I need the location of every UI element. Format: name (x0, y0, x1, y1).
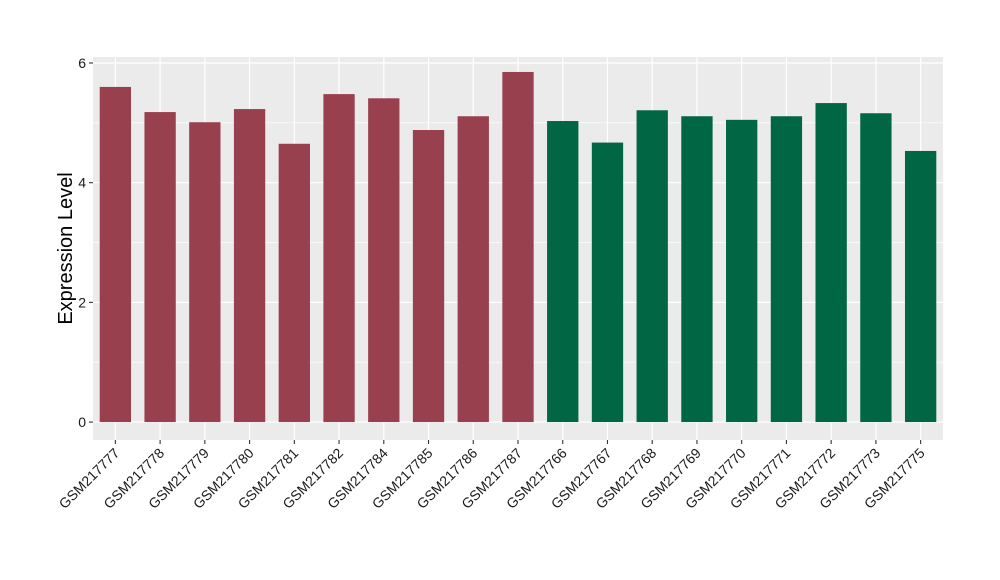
y-tick-label: 4 (78, 175, 86, 191)
bar-GSM217787 (502, 71, 534, 423)
bar-GSM217769 (681, 116, 713, 423)
bar-GSM217773 (860, 113, 892, 423)
bar-GSM217768 (636, 110, 668, 423)
y-axis-title: Expression Level (55, 172, 77, 324)
bar-GSM217779 (189, 122, 221, 423)
bar-GSM217767 (591, 142, 624, 423)
bar-GSM217772 (815, 103, 847, 423)
bar-GSM217766 (547, 121, 579, 423)
y-tick-label: 0 (78, 414, 86, 430)
y-tick-label: 2 (78, 294, 86, 310)
x-axis: GSM217777GSM217778GSM217779GSM217780GSM2… (56, 440, 928, 512)
bar-GSM217777 (99, 86, 132, 423)
bars-group (99, 71, 937, 423)
bar-GSM217785 (412, 130, 445, 423)
y-tick-label: 6 (78, 55, 86, 71)
bar-GSM217775 (904, 150, 937, 423)
bar-GSM217781 (278, 143, 310, 423)
bar-GSM217784 (368, 98, 400, 423)
bar-GSM217771 (770, 116, 803, 423)
bar-GSM217778 (144, 112, 176, 423)
bar-GSM217786 (457, 116, 489, 423)
bar-GSM217780 (233, 109, 266, 423)
y-axis: 0 2 4 6 (78, 55, 93, 430)
bar-GSM217770 (726, 119, 758, 423)
bar-GSM217782 (323, 94, 355, 423)
